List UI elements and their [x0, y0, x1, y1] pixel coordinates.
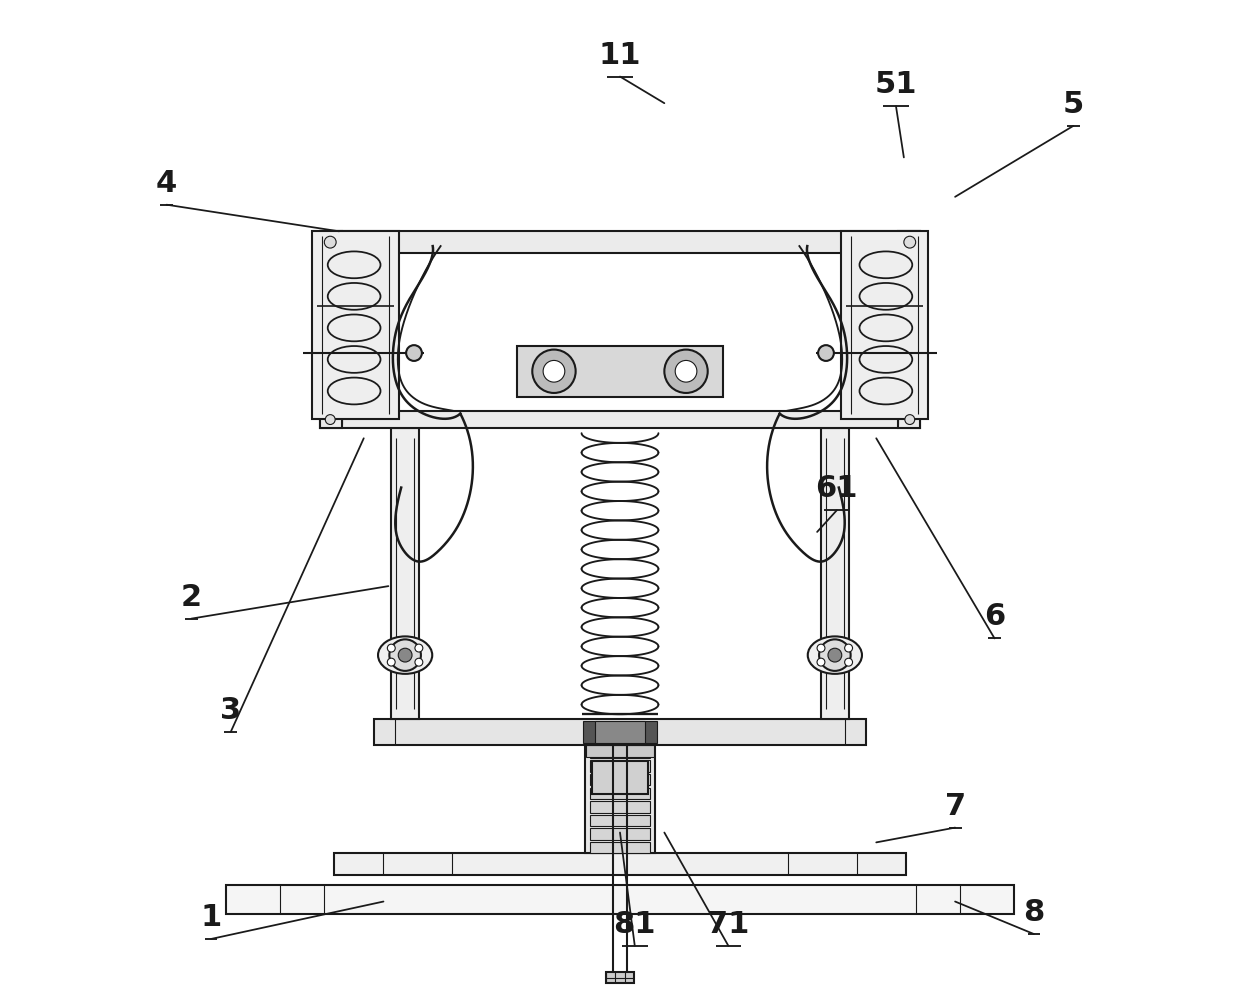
Circle shape: [844, 659, 853, 667]
Text: 51: 51: [874, 70, 918, 100]
Bar: [606, 971, 634, 983]
Bar: [320, 232, 920, 253]
Text: 7: 7: [945, 791, 966, 820]
Bar: [320, 411, 920, 429]
Circle shape: [904, 237, 915, 248]
Ellipse shape: [807, 637, 862, 674]
Bar: [590, 760, 650, 772]
Circle shape: [387, 645, 396, 653]
Bar: [392, 429, 419, 720]
Text: 6: 6: [983, 601, 1006, 631]
Bar: [898, 232, 920, 429]
Bar: [517, 346, 723, 397]
Text: 81: 81: [614, 909, 656, 938]
Circle shape: [543, 361, 564, 383]
Text: 71: 71: [707, 909, 750, 938]
Circle shape: [818, 346, 833, 362]
Text: 61: 61: [816, 474, 858, 503]
Circle shape: [415, 659, 423, 667]
Circle shape: [387, 659, 396, 667]
Text: 3: 3: [221, 695, 242, 725]
Circle shape: [676, 361, 697, 383]
Bar: [821, 429, 848, 720]
Bar: [841, 232, 928, 419]
Bar: [312, 232, 399, 419]
Circle shape: [820, 640, 851, 671]
Circle shape: [532, 350, 575, 393]
Text: 11: 11: [599, 40, 641, 70]
Circle shape: [817, 645, 825, 653]
Bar: [584, 745, 656, 853]
Bar: [590, 828, 650, 840]
Bar: [590, 747, 650, 758]
Circle shape: [817, 659, 825, 667]
Bar: [334, 853, 906, 875]
Bar: [590, 842, 650, 853]
Circle shape: [389, 640, 420, 671]
Text: 2: 2: [181, 582, 202, 611]
Bar: [373, 720, 867, 745]
Bar: [595, 722, 645, 743]
Bar: [590, 774, 650, 786]
Text: 4: 4: [156, 169, 177, 197]
Bar: [587, 745, 653, 757]
Bar: [590, 814, 650, 826]
Text: 5: 5: [1063, 90, 1084, 119]
Circle shape: [398, 649, 412, 663]
Bar: [590, 788, 650, 800]
Bar: [583, 722, 657, 743]
Bar: [320, 232, 342, 429]
Circle shape: [665, 350, 708, 393]
Bar: [226, 884, 1014, 914]
Circle shape: [905, 415, 915, 425]
Circle shape: [415, 645, 423, 653]
Bar: [591, 761, 649, 794]
Text: 1: 1: [201, 902, 222, 931]
Circle shape: [844, 645, 853, 653]
Circle shape: [325, 237, 336, 248]
Bar: [590, 802, 650, 812]
Circle shape: [828, 649, 842, 663]
Circle shape: [407, 346, 422, 362]
Ellipse shape: [378, 637, 433, 674]
Text: 8: 8: [1023, 897, 1044, 926]
Circle shape: [325, 415, 335, 425]
